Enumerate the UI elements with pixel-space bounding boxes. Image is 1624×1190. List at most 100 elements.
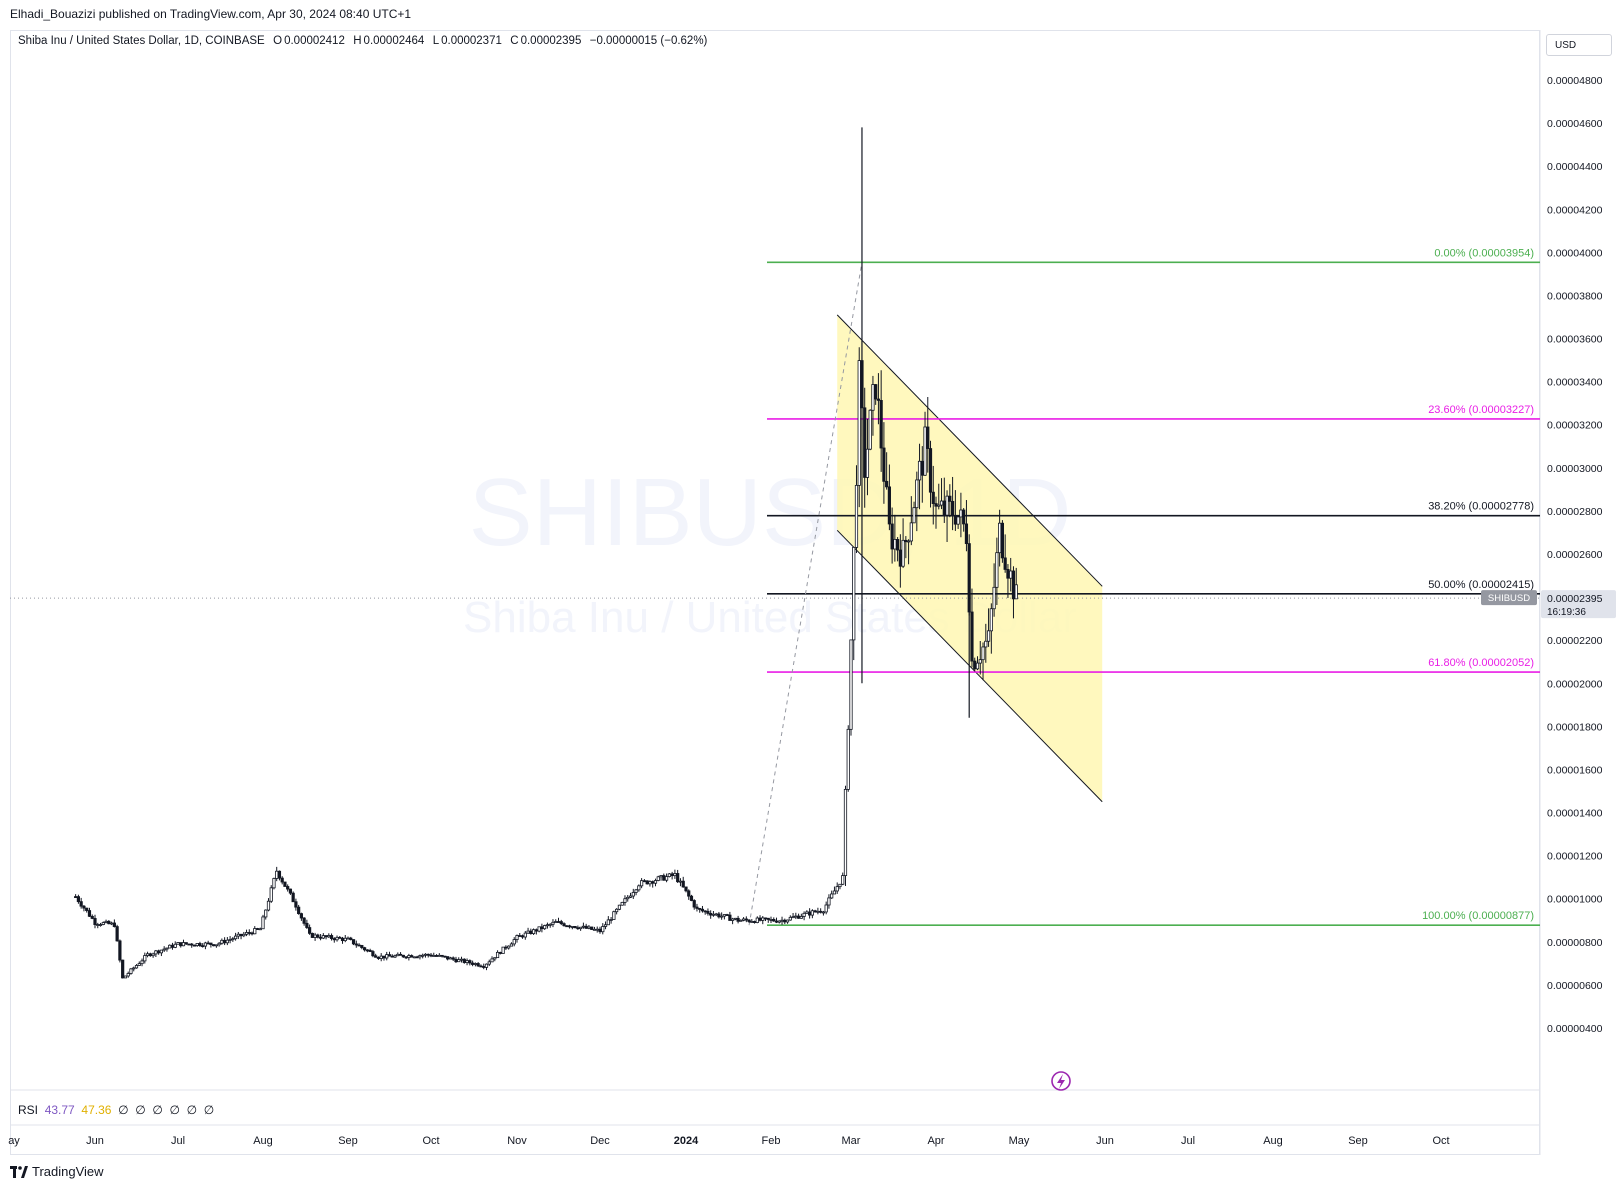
candle-body <box>518 935 522 937</box>
candle-body <box>912 507 916 524</box>
candle-body <box>134 965 139 969</box>
candle-body <box>231 938 235 941</box>
candle-body <box>451 957 455 960</box>
candle-body <box>832 890 837 895</box>
candle-body <box>1003 557 1007 570</box>
candle-body <box>780 919 784 922</box>
candle-body <box>898 549 902 567</box>
candle-body <box>140 960 144 965</box>
candle-body <box>548 923 552 926</box>
candle-body <box>808 911 812 916</box>
candle-body <box>181 942 186 947</box>
candle-body <box>291 892 295 903</box>
candle-body <box>879 400 883 449</box>
candle-body <box>849 639 853 730</box>
candle-body <box>179 942 183 947</box>
candle-body <box>261 916 265 930</box>
rsi-null-5: ∅ <box>186 1103 198 1117</box>
candle-body <box>362 947 367 951</box>
candle-body <box>554 921 558 923</box>
candle-body <box>310 932 314 938</box>
candle-body <box>101 922 105 925</box>
candle-body <box>316 934 320 938</box>
candle-body <box>203 942 208 947</box>
candle-body <box>354 943 358 946</box>
candle-body <box>390 955 394 958</box>
candle-body <box>579 926 583 930</box>
candle-body <box>678 880 683 883</box>
price-tick-label: 0.00000600 <box>1547 980 1603 992</box>
candle-body <box>170 944 175 948</box>
rsi-value-2: 47.36 <box>81 1103 112 1117</box>
lightning-bolt-icon <box>1057 1074 1065 1089</box>
candle-body <box>747 919 751 922</box>
candle-body <box>201 945 205 948</box>
time-tick-label: Nov <box>507 1135 527 1147</box>
currency-selector[interactable]: USD <box>1546 34 1612 56</box>
candle-body <box>187 943 191 946</box>
rsi-legend: RSI 43.77 47.36 ∅ ∅ ∅ ∅ ∅ ∅ <box>18 1103 214 1117</box>
price-tick-label: 0.00001200 <box>1547 851 1603 863</box>
time-tick-label: Jul <box>1181 1135 1195 1147</box>
candle-body <box>471 962 475 965</box>
candle-body <box>272 878 276 889</box>
candle-body <box>587 926 591 929</box>
candle-body <box>168 944 172 949</box>
tradingview-footer[interactable]: TradingView <box>10 1164 104 1179</box>
candle-body <box>220 939 224 944</box>
symbol-legend: Shiba Inu / United States Dollar, 1D, CO… <box>18 35 709 47</box>
time-tick-label: Dec <box>590 1135 610 1147</box>
candle-body <box>493 957 497 960</box>
candle-body <box>556 921 561 923</box>
candle-body <box>396 953 400 957</box>
candle-body <box>915 479 919 509</box>
candle-body <box>225 939 229 944</box>
candle-body <box>926 426 930 449</box>
candle-body <box>920 460 924 476</box>
candle-body <box>901 539 905 567</box>
candle-body <box>887 486 891 525</box>
candle-body <box>810 910 814 916</box>
candle-body <box>371 951 375 957</box>
candle-body <box>504 946 508 949</box>
price-tick-label: 0.00003200 <box>1547 420 1603 432</box>
candle-body <box>288 888 293 894</box>
candle-body <box>110 922 114 925</box>
time-tick-label: ay <box>8 1135 20 1147</box>
candle-body <box>255 928 260 930</box>
candle-body <box>937 504 941 507</box>
close-value: 0.00002395 <box>520 35 582 47</box>
candle-body <box>934 503 938 507</box>
high-value: 0.00002464 <box>363 35 425 47</box>
price-tick-label: 0.00002200 <box>1547 635 1603 647</box>
candle-body <box>462 958 466 963</box>
candle-body <box>752 921 757 923</box>
price-tick-label: 0.00003000 <box>1547 463 1603 475</box>
candle-body <box>286 886 290 890</box>
price-countdown: 16:19:36 <box>1547 607 1586 618</box>
candle-body <box>526 930 530 934</box>
candle-body <box>448 957 453 960</box>
candle-body <box>592 928 597 931</box>
candle-body <box>998 522 1002 554</box>
candle-body <box>989 608 993 632</box>
candle-body <box>145 953 150 956</box>
change-value: −0.00000015 (−0.62%) <box>589 35 708 47</box>
candle-body <box>763 917 768 920</box>
candle-body <box>244 932 249 935</box>
candle-body <box>956 516 960 525</box>
candle-body <box>904 539 908 543</box>
price-tag-value: 0.00002395 <box>1547 593 1603 605</box>
candle-body <box>755 917 759 923</box>
candle-body <box>656 876 660 881</box>
candle-body <box>744 918 748 921</box>
candle-body <box>620 901 624 906</box>
fib-level-label: 38.20% (0.00002778) <box>1428 501 1534 513</box>
candle-body <box>951 500 955 517</box>
candle-body <box>382 955 386 959</box>
candle-body <box>368 949 372 952</box>
candle-body <box>893 539 897 550</box>
price-tick-label: 0.00004200 <box>1547 204 1603 216</box>
candle-body <box>512 939 516 945</box>
